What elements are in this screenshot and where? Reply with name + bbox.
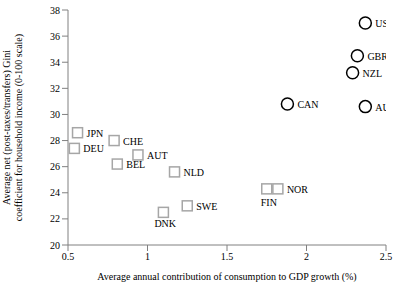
svg-text:26: 26: [50, 161, 60, 172]
svg-text:DNK: DNK: [154, 218, 176, 229]
svg-text:34: 34: [50, 57, 60, 68]
svg-text:SWE: SWE: [196, 201, 217, 212]
svg-text:CAN: CAN: [297, 99, 318, 110]
svg-text:2.5: 2.5: [380, 251, 393, 262]
svg-text:20: 20: [50, 240, 60, 251]
svg-text:AUS: AUS: [375, 102, 386, 113]
svg-text:2: 2: [304, 251, 309, 262]
svg-text:NZL: NZL: [363, 68, 382, 79]
svg-text:24: 24: [50, 187, 60, 198]
svg-text:36: 36: [50, 31, 60, 42]
svg-text:GBR: GBR: [367, 51, 386, 62]
svg-text:NOR: NOR: [287, 184, 308, 195]
svg-text:CHE: CHE: [123, 136, 143, 147]
svg-text:28: 28: [50, 135, 60, 146]
svg-text:DEU: DEU: [83, 143, 104, 154]
svg-text:NLD: NLD: [184, 167, 205, 178]
svg-text:38: 38: [50, 5, 60, 16]
svg-text:1: 1: [145, 251, 150, 262]
svg-text:30: 30: [50, 109, 60, 120]
svg-text:32: 32: [50, 83, 60, 94]
svg-text:1.5: 1.5: [221, 251, 234, 262]
svg-text:FIN: FIN: [261, 197, 277, 208]
svg-text:BEL: BEL: [126, 159, 145, 170]
svg-text:Average net (post-taxes/transf: Average net (post-taxes/transfers) Ginic…: [8, 34, 25, 221]
svg-text:22: 22: [50, 213, 60, 224]
svg-text:Average annual contribution of: Average annual contribution of consumpti…: [97, 271, 356, 282]
svg-text:AUT: AUT: [147, 150, 168, 161]
svg-text:JPN: JPN: [87, 128, 104, 139]
svg-text:USA: USA: [375, 18, 386, 29]
svg-text:0.5: 0.5: [62, 251, 75, 262]
